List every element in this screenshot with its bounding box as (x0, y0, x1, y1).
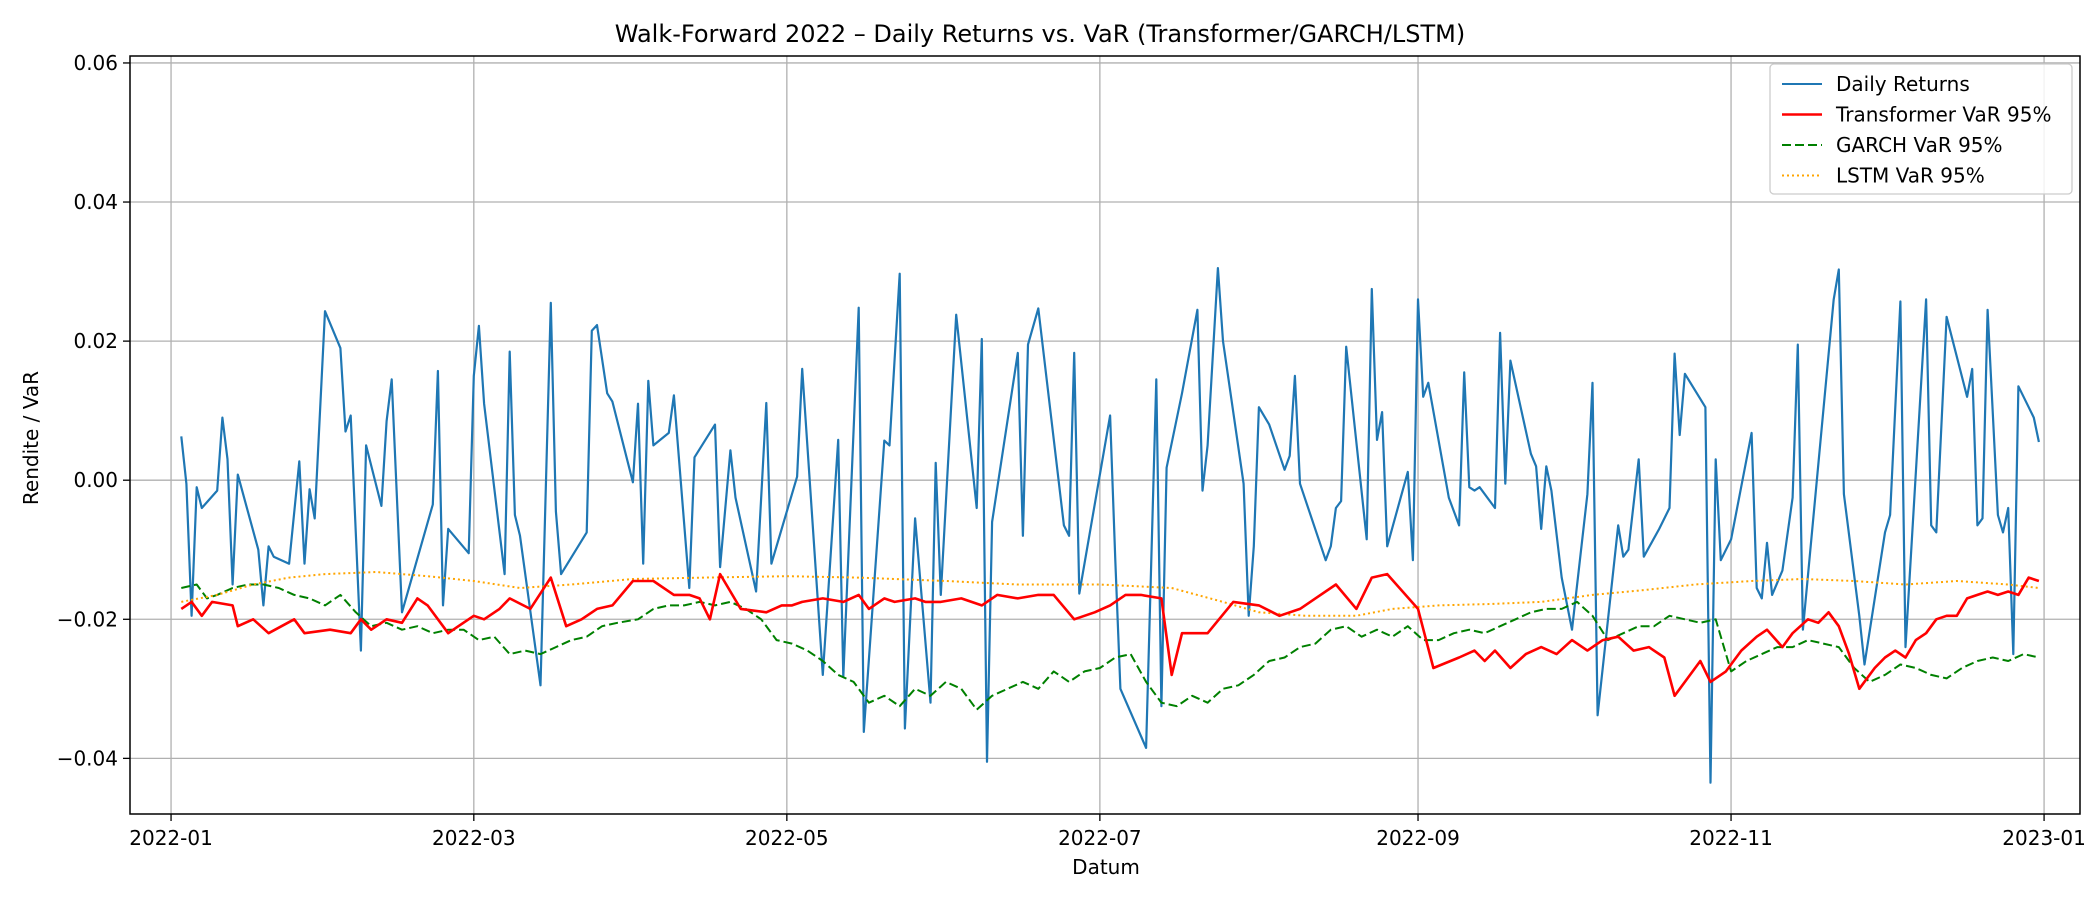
y-axis: 0.06 0.04 0.02 0.00 −0.02 −0.04 (57, 51, 130, 770)
x-tick-label: 2023-01 (2002, 826, 2086, 850)
y-tick-label: 0.06 (73, 51, 118, 75)
lstm-var-95-line (181, 571, 2040, 617)
transformer-var-95-line (180, 572, 2040, 698)
x-tick-label: 2022-01 (129, 826, 213, 850)
legend-label-transformer-var-95: Transformer VaR 95% (1835, 103, 2051, 127)
legend-label-garch-var-95: GARCH VaR 95% (1836, 133, 2003, 157)
legend-label-daily-returns: Daily Returns (1836, 72, 1970, 96)
x-tick-label: 2022-09 (1376, 826, 1460, 850)
y-tick-label: −0.02 (57, 607, 118, 631)
y-tick-label: −0.04 (57, 746, 118, 770)
chart-title: Walk-Forward 2022 – Daily Returns vs. Va… (615, 20, 1465, 48)
garch-var-95-line (181, 583, 2040, 711)
x-axis-label: Datum (1072, 855, 1140, 879)
y-tick-label: 0.02 (73, 329, 118, 353)
x-tick-label: 2022-05 (745, 826, 829, 850)
y-tick-label: 0.04 (73, 190, 118, 214)
x-tick-label: 2022-11 (1689, 826, 1773, 850)
legend-box (1769, 63, 2073, 195)
x-tick-label: 2022-07 (1058, 826, 1142, 850)
legend-label-lstm-var-95: LSTM VaR 95% (1836, 164, 1985, 188)
y-axis-label: Rendite / VaR (19, 371, 43, 505)
daily-returns-line (180, 267, 2040, 784)
series-layer (180, 267, 2040, 784)
legend: Daily Returns Transformer VaR 95% GARCH Va… (1769, 63, 2073, 195)
plot-frame (129, 55, 2081, 815)
x-tick-label: 2022-03 (432, 826, 516, 850)
y-tick-label: 0.00 (73, 468, 118, 492)
x-axis: 2022-01 2022-03 2022-05 2022-07 2022-09 2022-… (129, 814, 2086, 850)
gridlines (130, 56, 2080, 814)
